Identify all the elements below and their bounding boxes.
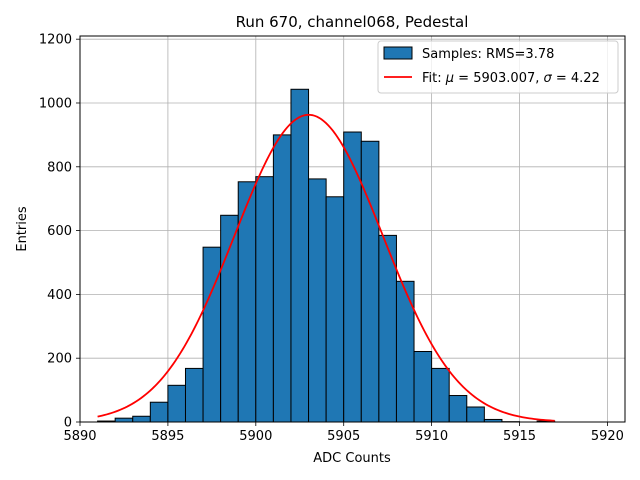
- y-tick-label: 0: [64, 416, 72, 431]
- y-tick-label: 600: [47, 224, 72, 239]
- chart-title: Run 670, channel068, Pedestal: [236, 13, 469, 31]
- histogram-bar: [202, 246, 222, 423]
- histogram-bar: [272, 134, 292, 423]
- histogram-bar: [184, 367, 204, 423]
- x-tick-label: 5890: [63, 429, 96, 444]
- legend-fit-mu-symbol: μ: [445, 71, 454, 86]
- histogram-bars: [97, 88, 556, 423]
- fit-curve: [97, 113, 555, 422]
- legend-fit-mu-value: = 5903.007,: [454, 71, 543, 86]
- y-tick-label: 1000: [39, 96, 72, 111]
- x-tick-label: 5920: [591, 429, 624, 444]
- legend-hist-label: Samples: RMS=3.78: [422, 47, 554, 62]
- grid-lines: [79, 36, 625, 423]
- legend-fit-label: Fit: μ = 5903.007, σ = 4.22: [422, 71, 600, 86]
- histogram-bar: [255, 176, 274, 423]
- histogram-bar: [360, 140, 380, 423]
- fit-curve-group: [97, 113, 555, 422]
- histogram-bar: [290, 88, 310, 423]
- legend-box: [377, 40, 619, 94]
- histogram-bar: [431, 367, 450, 423]
- y-tick-label: 800: [47, 160, 72, 175]
- histogram-bar: [308, 178, 327, 423]
- legend-fit-sigma-value: = 4.22: [552, 71, 600, 86]
- legend: Samples: RMS=3.78 Fit: μ = 5903.007, σ =…: [377, 40, 619, 94]
- y-tick-label: 1200: [39, 33, 72, 48]
- x-axis-label: ADC Counts: [313, 451, 391, 466]
- histogram-bar: [325, 196, 345, 423]
- histogram-bar: [132, 415, 151, 423]
- legend-hist-swatch: [383, 46, 413, 60]
- histogram-bar: [466, 406, 485, 423]
- x-axis-ticks: 5890 5895 5900 5905 5910 5915 5920: [63, 422, 624, 444]
- histogram-bar: [167, 384, 186, 423]
- y-axis-ticks: 0 200 400 600 800 1000 1200: [39, 33, 80, 431]
- x-tick-label: 5895: [151, 429, 184, 444]
- histogram-bar: [413, 350, 433, 423]
- x-tick-label: 5900: [239, 429, 272, 444]
- x-tick-label: 5910: [415, 429, 448, 444]
- y-tick-label: 200: [47, 352, 72, 367]
- y-tick-label: 400: [47, 288, 72, 303]
- y-axis-label: Entries: [15, 206, 30, 252]
- plot-frame: [79, 35, 626, 423]
- histogram-bar: [448, 395, 468, 423]
- x-tick-label: 5915: [503, 429, 536, 444]
- legend-fit-sigma-symbol: σ: [544, 71, 553, 86]
- legend-fit-prefix: Fit:: [422, 71, 446, 86]
- x-tick-label: 5905: [327, 429, 360, 444]
- histogram-bar: [114, 417, 134, 423]
- histogram-bar: [149, 401, 169, 423]
